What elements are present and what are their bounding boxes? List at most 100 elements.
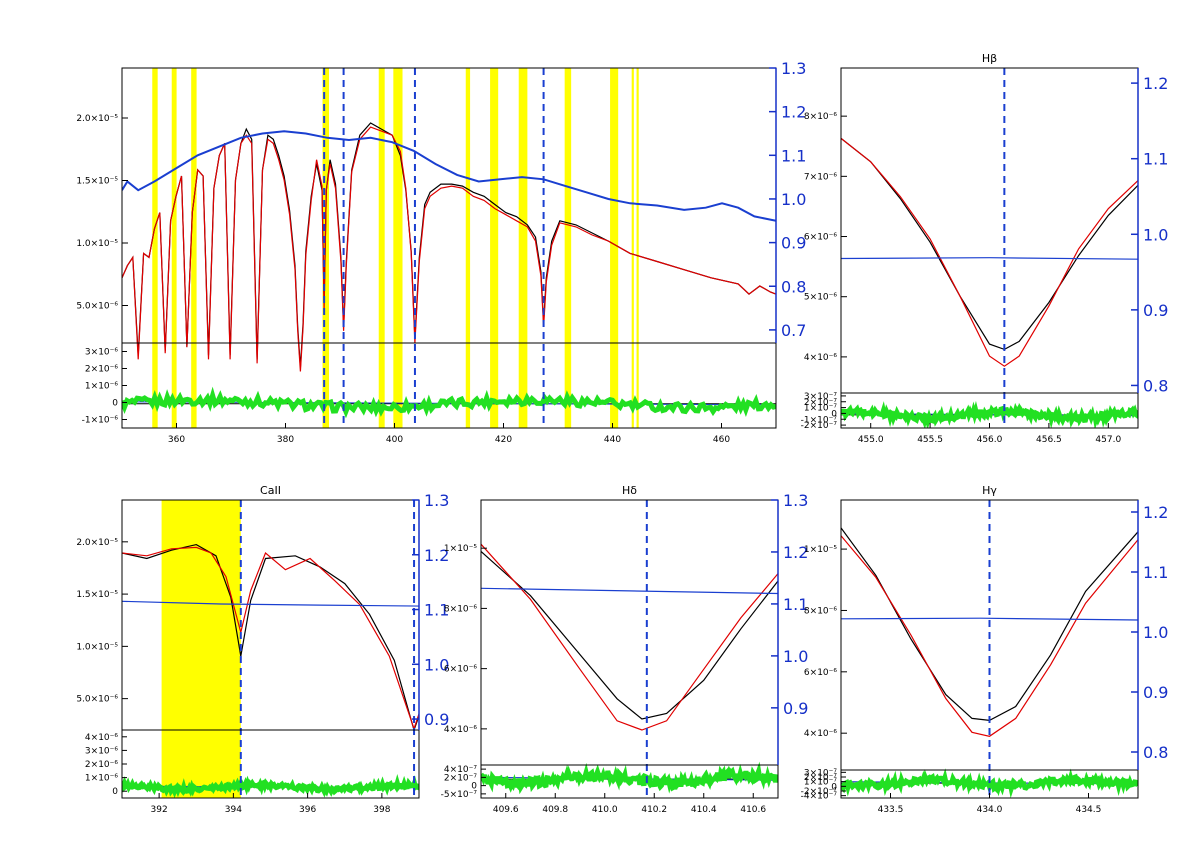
x-tick-label: 460 (713, 435, 730, 445)
residual-tick-label: 0 (831, 782, 837, 792)
residual-tick-label: 2×10⁻⁷ (804, 773, 837, 783)
panel-caii: CaII 392 394 396 398 5.0×10⁻⁶ 1.0×10⁻⁵ 1.5×10⁻⁵… (76, 484, 449, 815)
mask-band (636, 68, 639, 428)
panel-hd: Hδ 409.6 409.8 410.0 410.2 410.4 410.6 4×10⁻⁶ 6×… (441, 484, 809, 815)
residual-tick-label: 3×10⁻⁶ (85, 746, 118, 756)
panel-frame (840, 67, 1139, 429)
residual-series (841, 768, 1138, 798)
right-tick-label: 0.9 (1143, 301, 1168, 320)
panel-frame (121, 67, 777, 429)
model-series (122, 546, 419, 731)
right-tick-label: 1.1 (1143, 563, 1168, 582)
residual-tick-label: 3×10⁻⁷ (804, 768, 837, 778)
residual-tick-label: -2×10⁻⁷ (801, 787, 838, 797)
x-tick-label: 420 (495, 435, 512, 445)
y-tick-label: 6×10⁻⁶ (444, 665, 477, 675)
observed-series (122, 543, 419, 732)
residual-tick-label: 1×10⁻⁷ (804, 404, 837, 414)
residual-tick-label: 2×10⁻⁶ (85, 760, 118, 770)
residual-tick-label: -1×10⁻⁶ (82, 416, 119, 426)
right-tick-label: 1.2 (1143, 503, 1168, 522)
mask-band (631, 68, 634, 428)
x-tick-label: 360 (168, 435, 185, 445)
x-tick-label: 410.4 (691, 805, 717, 815)
mask-band (191, 68, 197, 428)
panel-full: 360 380 400 420 440 460 5.0×10⁻⁶ 1.0×10⁻⁵ 1.5×10… (76, 59, 806, 445)
right-tick-label: 1.2 (781, 103, 806, 122)
observed-series (841, 137, 1138, 351)
panel-title: Hβ (982, 52, 997, 65)
x-tick-label: 410.2 (641, 805, 667, 815)
x-tick-label: 434.5 (1076, 805, 1102, 815)
residual-series (841, 400, 1138, 428)
x-tick-label: 433.5 (878, 805, 904, 815)
y-tick-label: 5×10⁻⁶ (804, 293, 837, 303)
y-tick-label: 5.0×10⁻⁶ (76, 302, 118, 312)
x-tick-label: 457.0 (1095, 435, 1121, 445)
plot-area-hg (841, 500, 1138, 798)
model-series (122, 126, 776, 372)
y-tick-label: 1.5×10⁻⁵ (76, 590, 118, 600)
residual-tick-label: 2×10⁻⁶ (85, 365, 118, 375)
right-tick-label: 0.9 (783, 699, 808, 718)
mask-band (610, 68, 619, 428)
y-tick-label: 8×10⁻⁶ (804, 606, 837, 616)
y-tick-label: 4×10⁻⁶ (804, 353, 837, 363)
panel-hg: Hγ 433.5 434.0 434.5 4×10⁻⁶ 6×10⁻⁶ 8×10⁻⁶ 1×10⁻… (801, 484, 1169, 815)
y-tick-label: 4×10⁻⁶ (444, 725, 477, 735)
mask-band (564, 68, 572, 428)
right-tick-label: 1.2 (1143, 74, 1168, 93)
y-tick-label: 1×10⁻⁵ (444, 544, 477, 554)
residual-tick-label: -4×10⁻⁷ (801, 792, 838, 802)
panel-title: Hγ (982, 484, 997, 497)
mask-band (393, 68, 403, 428)
panel-title: Hδ (622, 484, 637, 497)
right-tick-label: 0.9 (781, 234, 806, 253)
model-series (481, 543, 778, 731)
residual-tick-label: -2×10⁻⁷ (801, 421, 838, 431)
right-tick-label: 1.2 (783, 543, 808, 562)
residual-tick-label: 2×10⁻⁷ (804, 398, 837, 408)
residual-tick-label: 4×10⁻⁷ (444, 765, 477, 775)
residual-tick-label: -1×10⁻⁷ (801, 415, 838, 425)
ratio-series (841, 617, 1138, 621)
mask-band (161, 500, 241, 798)
plot-area-full (122, 68, 776, 428)
residual-tick-label: 0 (112, 787, 118, 797)
x-tick-label: 392 (151, 805, 168, 815)
right-tick-label: 1.0 (1143, 623, 1168, 642)
x-tick-label: 410.0 (592, 805, 618, 815)
x-tick-label: 410.6 (740, 805, 766, 815)
panel-title: CaII (260, 484, 281, 497)
right-tick-label: 1.1 (1143, 150, 1168, 169)
y-tick-label: 1.5×10⁻⁵ (76, 177, 118, 187)
right-tick-label: 1.1 (781, 146, 806, 165)
right-tick-label: 0.8 (781, 277, 806, 296)
y-tick-label: 2.0×10⁻⁵ (76, 538, 118, 548)
y-tick-label: 6×10⁻⁶ (804, 668, 837, 678)
x-tick-label: 394 (225, 805, 242, 815)
model-series (841, 535, 1138, 737)
residual-tick-label: 2×10⁻⁷ (444, 773, 477, 783)
ratio-series (841, 257, 1138, 260)
residual-tick-label: 1×10⁻⁷ (804, 778, 837, 788)
mask-band (152, 68, 158, 428)
mask-band (490, 68, 499, 428)
right-tick-label: 1.0 (424, 655, 449, 674)
residual-tick-label: 4×10⁻⁶ (85, 733, 118, 743)
y-tick-label: 1.0×10⁻⁵ (76, 239, 118, 249)
y-tick-label: 7×10⁻⁶ (804, 172, 837, 182)
x-tick-label: 398 (373, 805, 390, 815)
observed-series (481, 551, 778, 720)
model-series (841, 137, 1138, 367)
mask-band (518, 68, 528, 428)
mask-band (378, 68, 385, 428)
residual-tick-label: 0 (471, 782, 477, 792)
right-tick-label: 0.9 (424, 710, 449, 729)
mask-band (465, 68, 471, 428)
y-tick-label: 4×10⁻⁶ (804, 729, 837, 739)
y-tick-label: 8×10⁻⁶ (444, 604, 477, 614)
y-tick-label: 1×10⁻⁵ (804, 545, 837, 555)
residual-series (122, 386, 776, 419)
